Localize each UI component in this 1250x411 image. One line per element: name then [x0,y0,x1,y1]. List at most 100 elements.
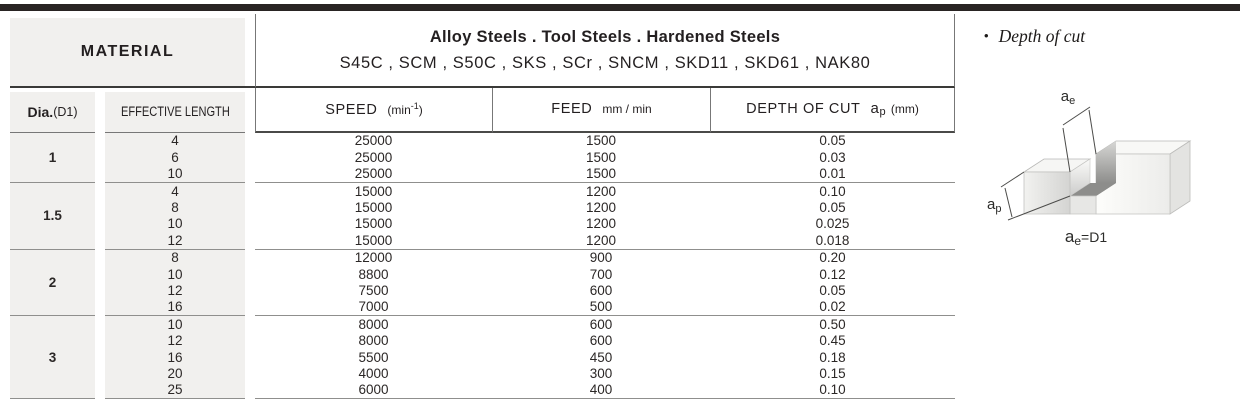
depth-cell: 0.05 [819,200,846,215]
speed-cell: 15000 [354,216,393,232]
depth-cell: 0.10 [710,182,955,199]
speed-cell: 7500 [358,282,389,298]
dia-group-2: 2 8 12000 900 0.20 10 8800 700 0.12 12 7… [10,248,955,316]
ae-label: ae [1061,88,1075,107]
feed-cell: 900 [492,248,710,266]
speed-cell: 8800 [358,266,389,282]
bullet-icon: • [984,28,989,43]
depth-cell: 0.20 [710,248,955,266]
effective-length-column-header: EFFECTIVE LENGTH [105,88,245,133]
speed-cell: 15000 [354,232,393,248]
table-row: 16 5500 450 0.18 [10,349,955,366]
feed-cell: 1500 [585,149,617,165]
depth-cell: 0.01 [819,166,846,182]
table-row: 20 4000 300 0.15 [10,365,955,382]
ap-label: ap [987,196,1001,215]
column-gutter [95,133,105,183]
column-gutter [245,88,255,133]
table-row: 1 4 25000 1500 0.05 [10,133,955,183]
material-value-cell: Alloy Steels . Tool Steels . Hardened St… [255,14,955,88]
speed-cell: 7000 [358,299,389,315]
feed-cell: 600 [589,333,613,349]
depth-cell: 0.03 [819,149,846,165]
depth-cell: 0.12 [819,266,846,282]
effective-length-cell: 10 [105,315,245,333]
effective-length-cell: 10 [105,215,245,233]
effective-length-cell: 12 [105,282,245,299]
material-label: MATERIAL [80,43,175,60]
table-row: 12 7500 600 0.05 [10,282,955,299]
dia-group-1-5: 1.5 4 15000 1200 0.10 8 15000 1200 0.05 … [10,182,955,249]
ae-equals-d1-caption: ae=D1 [1065,227,1107,248]
table-row: 8 15000 1200 0.05 [10,199,955,216]
table-row: 6 25000 1500 0.03 [10,149,955,166]
dia-cell: 2 [10,248,95,316]
effective-length-cell: 6 [105,149,245,166]
dia-cell: 1 [10,133,95,183]
depth-of-cut-label: Depth of cut [998,26,1086,46]
table-row: 3 10 8000 600 0.50 [10,315,955,400]
effective-length-cell: 16 [105,298,245,316]
column-gutter [245,182,255,249]
speed-cell: 12000 [255,248,492,266]
speed-cell: 8000 [358,333,389,349]
effective-length-cell: 12 [105,232,245,249]
cutting-conditions-table: MATERIAL Alloy Steels . Tool Steels . Ha… [10,14,955,400]
depth-column-header: DEPTH OF CUT ap (mm) [710,88,955,133]
column-gutter [95,248,105,316]
column-gutter [245,315,255,400]
dia-group-3: 3 10 8000 600 0.50 12 8000 600 0.45 16 5… [10,315,955,400]
workpiece-right-side-face [1169,140,1191,215]
feed-column-header: FEED mm / min [492,88,710,133]
effective-length-cell: 4 [105,182,245,200]
effective-length-cell: 25 [105,381,245,400]
effective-length-cell: 20 [105,365,245,382]
table-row: 10 8800 700 0.12 [10,266,955,283]
steel-grades-list: S45C , SCM , S50C , SKS , SCr , SNCM , S… [339,53,871,72]
dia-cell: 1.5 [10,182,95,249]
speed-cell: 15000 [255,182,492,199]
speed-cell: 6000 [255,382,492,400]
effective-length-cell: 8 [105,248,245,267]
feed-cell: 500 [589,299,613,315]
slot-floor [1070,183,1116,196]
column-gutter [245,248,255,316]
speed-cell: 5500 [358,349,389,365]
effective-length-cell: 4 [105,133,245,150]
feed-cell: 300 [589,365,613,381]
depth-cell: 0.18 [819,349,846,365]
speed-cell: 8000 [255,315,492,332]
speed-column-header: SPEED (min-1) [255,88,492,133]
material-header-cell: MATERIAL [10,14,245,88]
table-row: 12 8000 600 0.45 [10,332,955,350]
feed-cell: 600 [589,282,613,298]
table-row: 25 6000 400 0.10 [10,381,955,400]
table-row: 2 8 12000 900 0.20 [10,248,955,316]
table-row: 10 25000 1500 0.01 [10,165,955,183]
effective-length-cell: 10 [105,165,245,183]
ae-dimension-lines [1062,106,1097,173]
dia-group-1: 1 4 25000 1500 0.05 6 25000 1500 0.03 10… [10,133,955,183]
speed-cell: 4000 [358,365,389,381]
slot-right-wall [1096,141,1116,196]
depth-cell: 0.45 [819,333,846,349]
feed-cell: 700 [589,266,613,282]
dia-cell: 3 [10,315,95,400]
feed-cell: 1200 [492,182,710,199]
ap-dimension-lines [1000,171,1071,221]
speed-cell: 25000 [354,166,393,182]
depth-cell: 0.05 [819,282,846,298]
feed-cell: 1500 [585,133,617,149]
front-face-below-slot [1069,195,1097,215]
effective-length-cell: 10 [105,266,245,283]
speed-cell: 25000 [354,149,393,165]
column-gutter [95,88,105,133]
feed-cell: 400 [492,382,710,400]
feed-cell: 1200 [585,216,617,232]
dia-column-header: Dia. (D1) [10,88,95,133]
cutting-conditions-table-wrap: MATERIAL Alloy Steels . Tool Steels . Ha… [10,14,955,400]
feed-cell: 450 [589,349,613,365]
column-gutter [245,133,255,183]
speed-cell: 25000 [354,133,393,149]
steel-types-title: Alloy Steels . Tool Steels . Hardened St… [429,28,781,46]
